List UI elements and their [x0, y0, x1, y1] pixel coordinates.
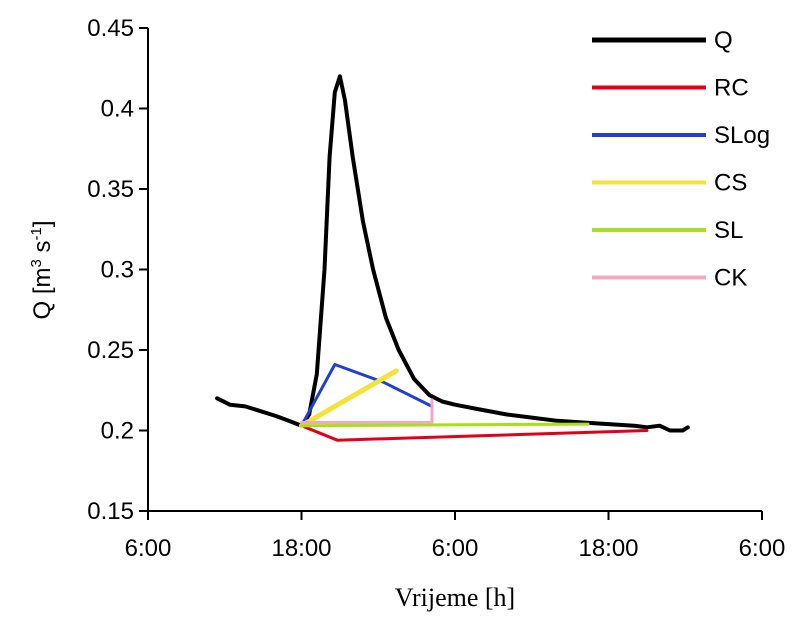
- series-line-q: [215, 74, 690, 433]
- series-line-ck: [300, 398, 434, 424]
- x-tick-label: 18:00: [578, 535, 638, 562]
- series-line-rc: [300, 424, 649, 442]
- y-axis-label: Q [m3 s-1]: [28, 220, 56, 319]
- series-lines: [215, 74, 690, 442]
- series-line-sl: [300, 422, 590, 428]
- legend-label-ck: CK: [714, 265, 747, 292]
- y-axis-label-base: Q [m: [29, 268, 56, 320]
- y-tick-label: 0.25: [87, 337, 134, 364]
- y-axis-label-sup2: -1: [28, 227, 45, 240]
- y-tick-label: 0.4: [101, 96, 134, 123]
- y-tick-label: 0.15: [87, 498, 134, 525]
- y-tick-label: 0.3: [101, 257, 134, 284]
- y-axis-label-mid: s: [29, 241, 56, 260]
- y-tick-label: 0.2: [101, 418, 134, 445]
- legend-label-q: Q: [714, 27, 733, 54]
- legend-label-sl: SL: [714, 217, 743, 244]
- series-line-cs: [299, 368, 399, 429]
- legend-label-cs: CS: [714, 170, 747, 197]
- y-tick-label: 0.35: [87, 176, 134, 203]
- x-tick-label: 6:00: [739, 535, 786, 562]
- x-tick-label: 6:00: [432, 535, 479, 562]
- y-tick-label: 0.45: [87, 15, 134, 42]
- x-axis-label: Vrijeme [h]: [395, 583, 515, 612]
- x-tick-label: 18:00: [271, 535, 331, 562]
- y-axis-label-sup1: 3: [28, 259, 45, 267]
- legend: Q RC SLog CS SL CK: [592, 27, 770, 292]
- series-line-slog: [300, 363, 434, 428]
- legend-label-slog: SLog: [714, 122, 770, 149]
- legend-label-rc: RC: [714, 75, 749, 102]
- y-axis-label-end: ]: [29, 220, 56, 227]
- x-tick-label: 6:00: [125, 535, 172, 562]
- axes: 0.15 0.2 0.25 0.3 0.35 0.4 0.45 6:00 18:00 6:00 18…: [87, 15, 785, 562]
